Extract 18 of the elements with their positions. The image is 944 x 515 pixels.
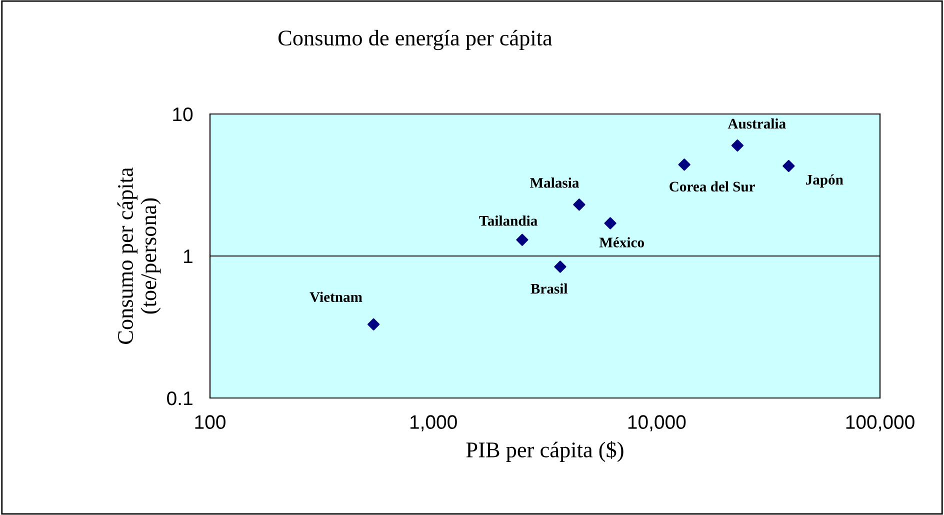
annotation: Tailandia (479, 215, 538, 226)
annotation: Malasia (530, 178, 579, 188)
x-tick-label: 100 (195, 415, 226, 429)
y-tick-label: 10 (173, 107, 193, 122)
x-tick-label: 10,000 (628, 415, 686, 432)
annotation: Corea del Sur (670, 181, 756, 192)
x-axis-title: PIB per cápita ($) (466, 441, 624, 462)
x-tick-label: 1,000 (410, 415, 457, 432)
annotation: Vietnam (310, 292, 362, 302)
annotation: Australia (728, 118, 786, 129)
annotation: Brasil (530, 283, 568, 294)
y-axis-title: Consumo per cápita (toe/persona) (117, 167, 161, 344)
annotation: México (599, 237, 644, 248)
y-tick-label: 0.1 (167, 391, 192, 406)
x-tick-label: 100,000 (846, 415, 914, 432)
annotation: Japón (806, 174, 844, 188)
y-tick-label: 1 (184, 250, 192, 264)
chart-title: Consumo de energía per cápita (278, 30, 552, 50)
